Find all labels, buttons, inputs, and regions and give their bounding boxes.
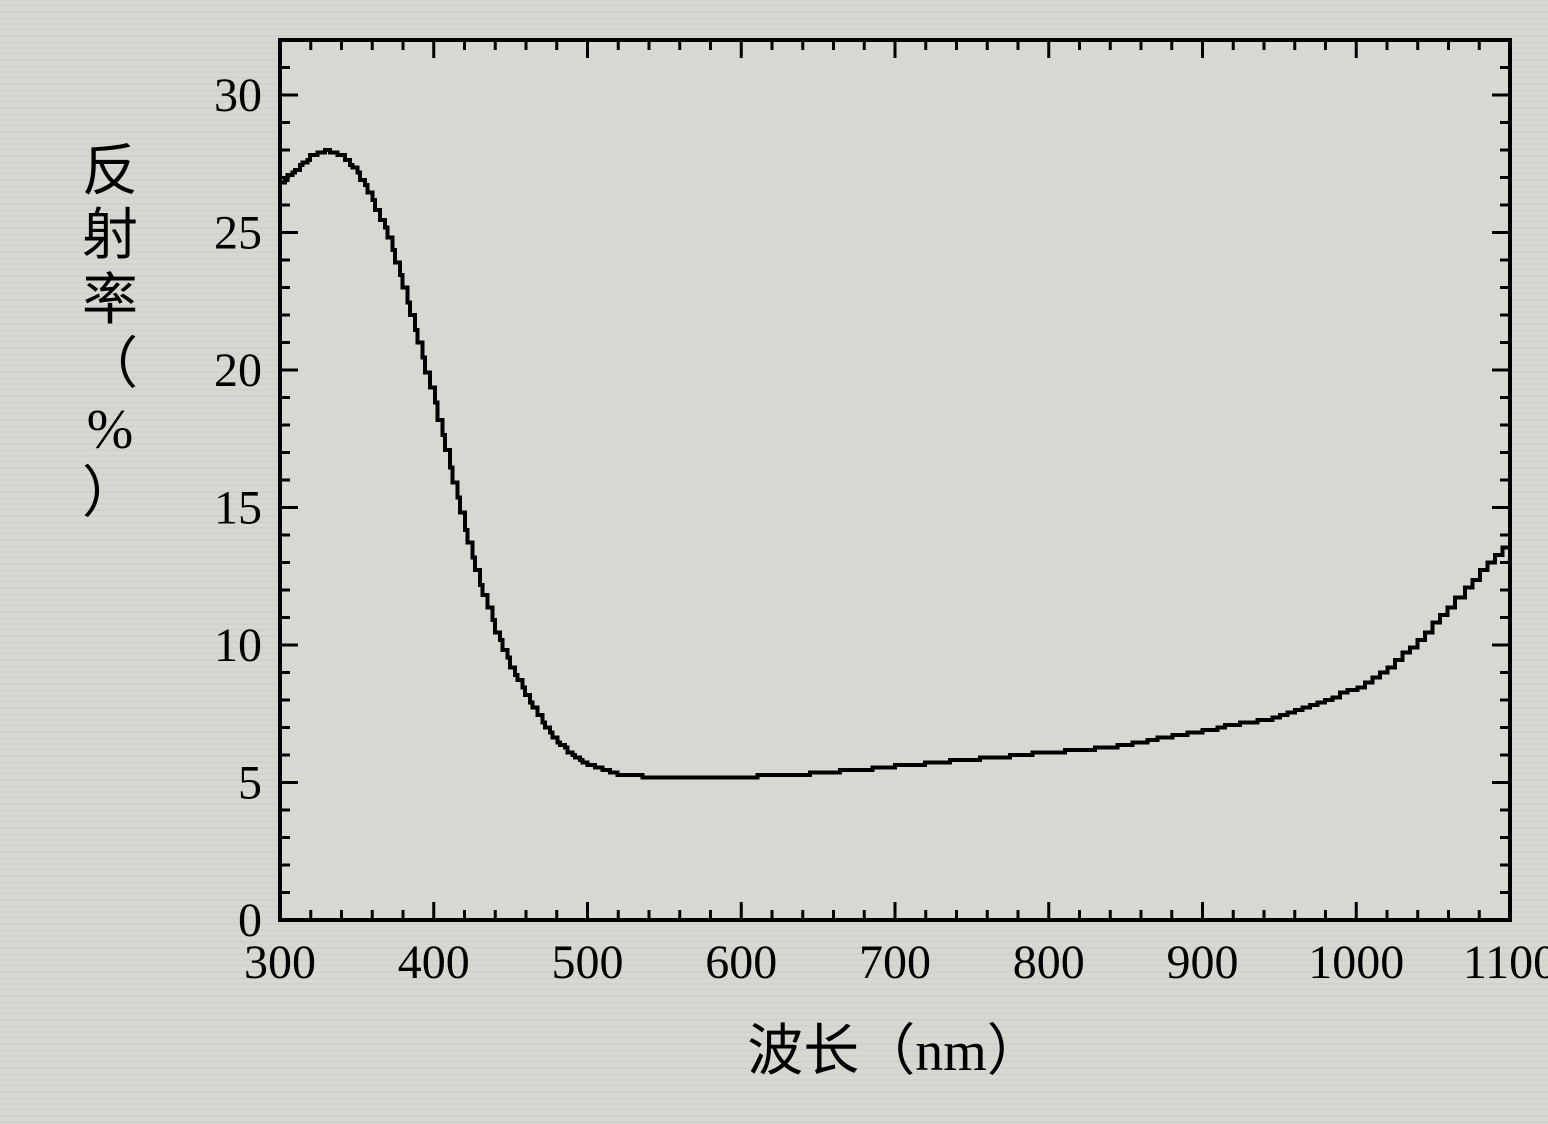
y-tick-label: 5 xyxy=(238,757,262,810)
y-axis-label: 反射率（%） xyxy=(50,140,170,870)
y-tick-label: 25 xyxy=(214,207,262,260)
x-axis-label: 波长（nm） xyxy=(747,1021,1043,1083)
reflectance-chart: 3004005006007008009001000110005101520253… xyxy=(0,0,1548,1124)
x-tick-label: 400 xyxy=(398,936,470,989)
y-tick-label: 0 xyxy=(238,894,262,947)
y-tick-label: 20 xyxy=(214,344,262,397)
y-tick-label: 10 xyxy=(214,619,262,672)
x-tick-label: 800 xyxy=(1013,936,1085,989)
x-tick-label: 700 xyxy=(859,936,931,989)
chart-svg: 3004005006007008009001000110005101520253… xyxy=(0,0,1548,1124)
x-tick-label: 500 xyxy=(552,936,624,989)
y-tick-label: 30 xyxy=(214,69,262,122)
x-tick-label: 900 xyxy=(1167,936,1239,989)
x-tick-label: 1100 xyxy=(1463,936,1548,989)
y-tick-label: 15 xyxy=(214,482,262,535)
x-tick-label: 1000 xyxy=(1308,936,1404,989)
x-tick-label: 600 xyxy=(705,936,777,989)
